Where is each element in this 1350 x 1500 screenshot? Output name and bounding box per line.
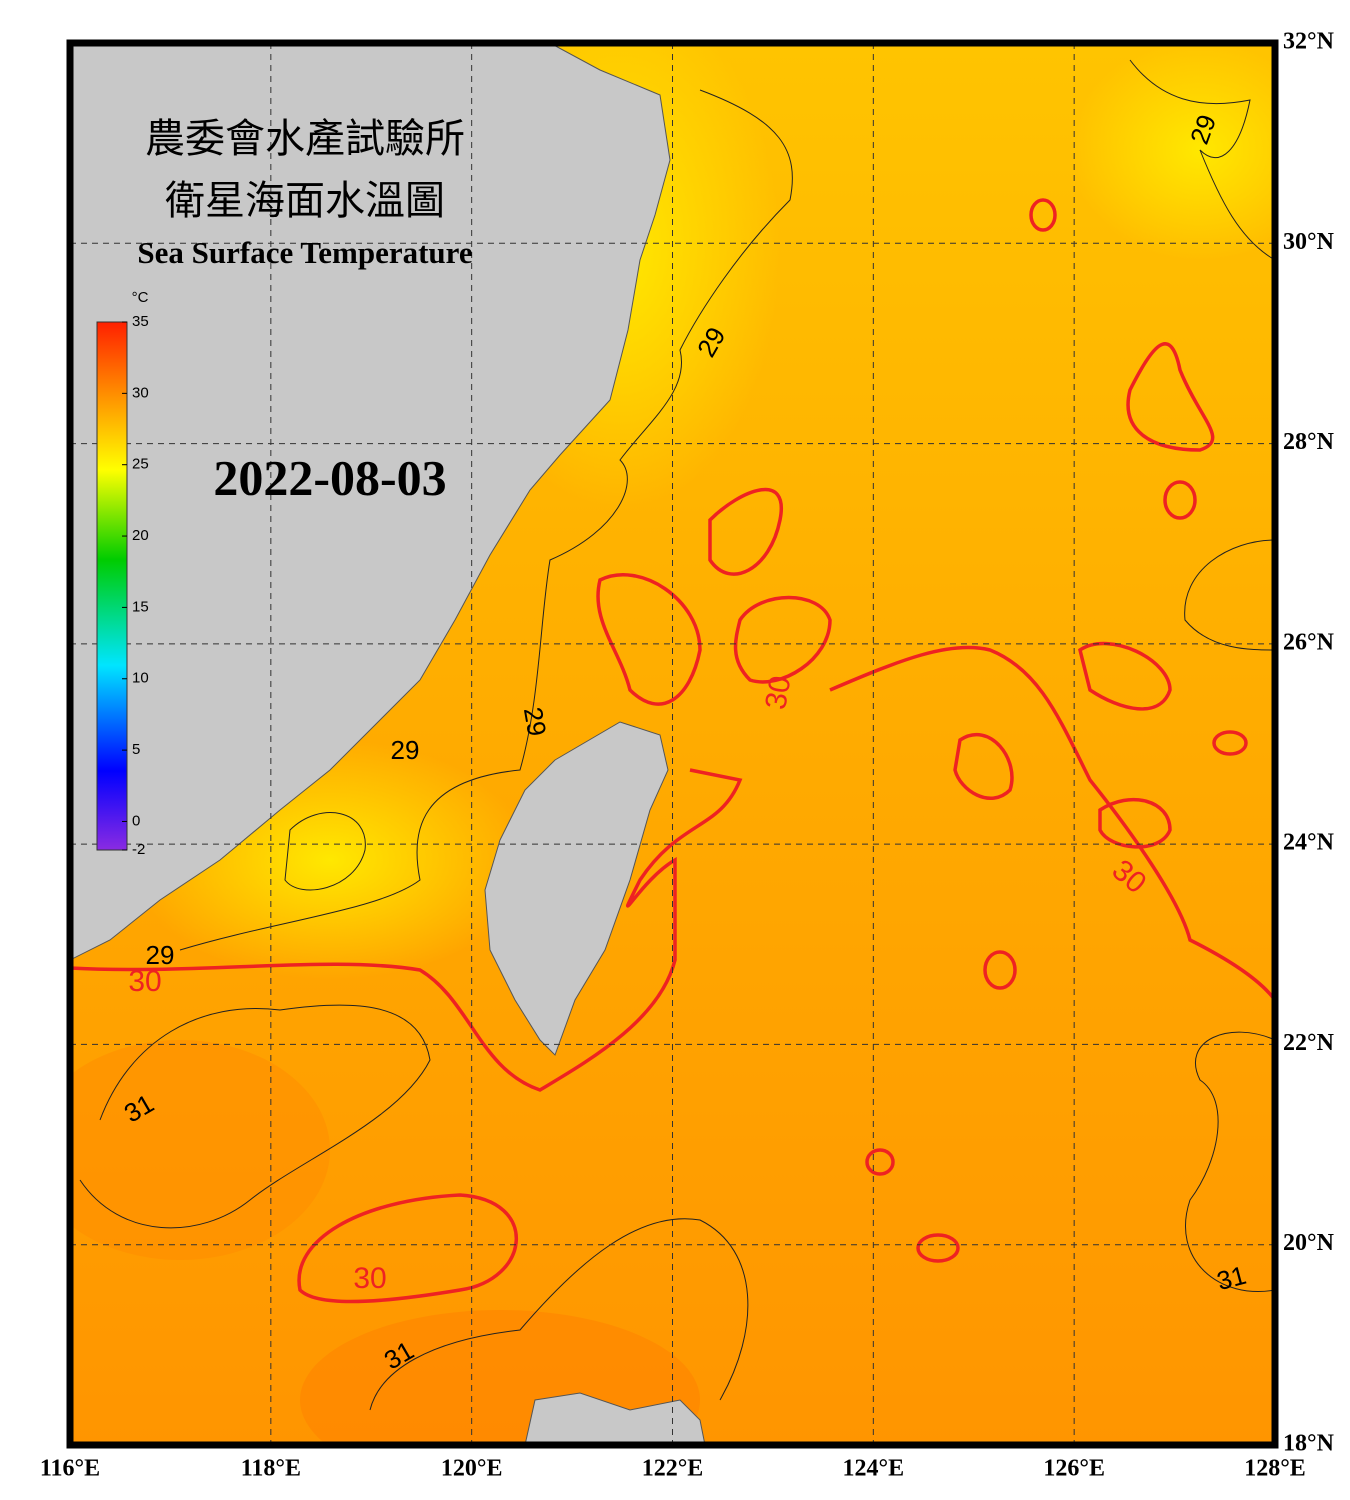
contour-line [865,1148,895,1176]
lon-tick-label: 128°E [1244,1456,1306,1482]
colorbar-tick-label: 5 [132,741,140,758]
lon-tick-label: 126°E [1043,1456,1105,1482]
land-luzon [524,1392,706,1445]
colorbar-tick-label: 0 [132,812,140,829]
contour-line [733,595,832,684]
contour-line [1184,539,1275,651]
colorbar-tick-label: 25 [132,456,149,473]
colorbar-tick-label: 10 [132,670,149,687]
lat-tick-label: 32°N [1283,29,1335,55]
contour-label: 29 [146,940,175,970]
colorbar [96,321,128,851]
contour-line [953,732,1014,801]
lat-tick-label: 22°N [1283,1030,1335,1056]
lat-tick-label: 28°N [1283,429,1335,455]
warm-area [1070,43,1275,260]
contour-line [369,1218,749,1411]
contour-line [1163,480,1197,520]
title-en: Sea Surface Temperature [137,235,472,270]
contour-label: 29 [518,705,553,739]
lon-tick-label: 118°E [241,1456,301,1482]
contour-thin [79,59,1275,1411]
contour-line [179,89,793,951]
contour-line [284,812,366,891]
contour-line [1078,641,1172,711]
contour-line [1185,1031,1275,1292]
colorbar-tick-label: -2 [132,841,145,858]
colorbar-tick-label: 20 [132,527,149,544]
contour-label: 30 [353,1262,386,1295]
colorbar-unit: °C [132,289,149,306]
lat-tick-label: 24°N [1283,830,1335,856]
contour-30 [70,198,1275,1304]
contour-line [79,1004,431,1229]
land-china [70,43,671,961]
lon-tick-label: 124°E [843,1456,905,1482]
map-area [70,43,1275,1445]
hot-area [70,1040,330,1260]
contour-line [916,1233,960,1263]
lat-tick-label: 30°N [1283,229,1335,255]
lon-tick-label: 116°E [40,1456,100,1482]
contour-line [1129,59,1275,261]
contour-line [983,950,1017,990]
contour-line [70,768,743,1092]
title-zh-1: 農委會水產試驗所 [145,116,465,161]
contour-line [1098,797,1172,849]
contour-line [1212,730,1248,756]
contour-label: 30 [128,965,161,998]
contour-line [829,645,1275,1002]
title-zh-2: 衛星海面水溫圖 [165,178,445,223]
frame [66,39,1279,1449]
lon-tick-label: 122°E [642,1456,704,1482]
lat-tick-label: 20°N [1283,1230,1335,1256]
date: 2022-08-03 [213,449,446,505]
colorbar-tick-label: 35 [132,313,149,330]
contour-label: 29 [391,735,420,765]
contour-line [297,1193,518,1304]
lat-tick-label: 18°N [1283,1431,1335,1457]
lat-tick-label: 26°N [1283,629,1335,655]
contour-line [1029,198,1057,232]
colorbar-tick-label: 15 [132,598,149,615]
contour-line [1126,342,1215,452]
lon-tick-label: 120°E [441,1456,503,1482]
contour-label: 30 [759,673,797,712]
contour-line [708,487,784,576]
land-taiwan [484,721,669,1056]
contour-line [596,573,702,706]
colorbar-tick-label: 30 [132,384,149,401]
